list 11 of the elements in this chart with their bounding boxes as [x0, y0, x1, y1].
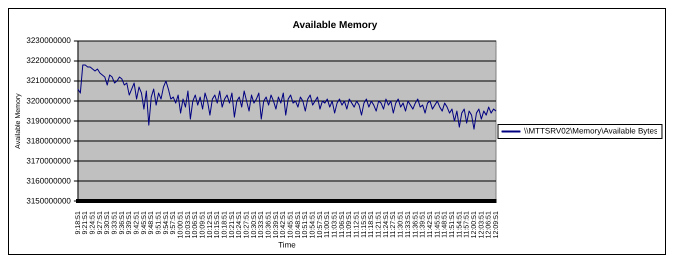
y-tick-label: 3190000000: [26, 116, 72, 126]
y-tick-label: 3220000000: [26, 56, 72, 66]
y-tick-label: 3150000000: [26, 196, 72, 206]
y-tick-label: 3210000000: [26, 76, 72, 86]
y-tick-label: 3160000000: [26, 176, 72, 186]
y-tick-label: 3180000000: [26, 136, 72, 146]
y-tick-label: 3170000000: [26, 156, 72, 166]
y-tick-label: 3200000000: [26, 96, 72, 106]
y-tick-label: 3230000000: [26, 36, 72, 46]
chart-title: Available Memory: [292, 20, 378, 31]
x-axis-title: Time: [278, 240, 296, 250]
